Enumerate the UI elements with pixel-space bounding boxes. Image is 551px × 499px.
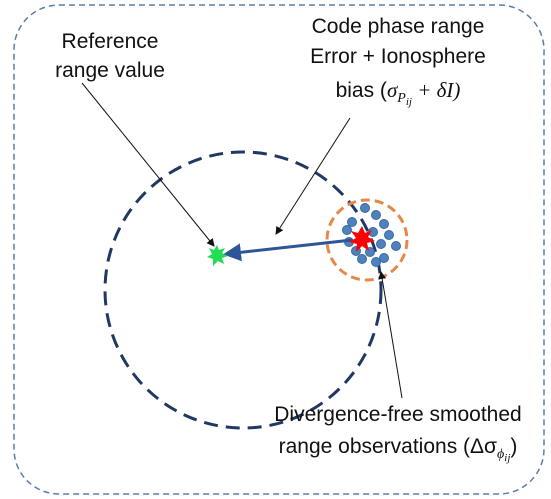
text: ϕ <box>497 447 504 462</box>
pointer <box>275 117 351 235</box>
reference-point <box>207 245 228 266</box>
pointer <box>81 82 215 247</box>
bias-arrow <box>223 238 353 262</box>
text: σ <box>387 78 399 102</box>
text: range observations (Δσ <box>279 435 497 458</box>
pointer <box>378 271 403 399</box>
range-circle <box>103 150 383 430</box>
label: Error + Ionosphere <box>310 45 486 68</box>
text: ij <box>504 452 510 464</box>
frame <box>13 4 545 495</box>
text: ) <box>510 435 517 458</box>
text: + δI) <box>412 78 460 102</box>
label: range value <box>55 59 165 82</box>
label: Reference <box>62 30 159 53</box>
observation-circle <box>325 198 409 282</box>
label: range observations (Δσϕij) <box>279 435 518 464</box>
label: Divergence-free smoothed <box>274 403 521 426</box>
label: Code phase range <box>312 15 485 38</box>
observations <box>342 203 401 267</box>
text: P <box>396 91 406 106</box>
text: ij <box>406 96 412 108</box>
label: bias (σPij + δI) <box>336 78 461 108</box>
measured-point <box>349 226 375 252</box>
text: bias ( <box>336 79 387 102</box>
